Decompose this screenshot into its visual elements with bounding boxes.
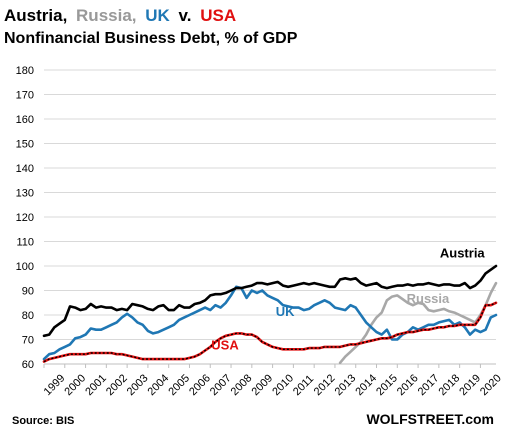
series-line-usa-dotted xyxy=(43,302,497,363)
series-lines xyxy=(42,264,498,365)
x-tick-label: 2008 xyxy=(229,372,255,398)
series-label-russia: Russia xyxy=(407,291,450,306)
y-tick-label: 60 xyxy=(22,359,34,371)
y-tick-label: 180 xyxy=(16,65,34,77)
gridlines xyxy=(44,69,496,365)
title-austria: Austria, xyxy=(4,6,67,25)
brand-label: WOLFSTREET.com xyxy=(366,411,494,427)
title-vs: v. xyxy=(179,6,192,25)
x-tick-label: 2004 xyxy=(146,372,172,398)
y-tick-label: 140 xyxy=(16,163,34,175)
x-tick-label: 2003 xyxy=(125,372,151,398)
x-tick-label: 1999 xyxy=(42,372,68,398)
series-label-austria: Austria xyxy=(440,245,486,260)
source-note: Source: BIS xyxy=(12,415,74,427)
title-usa: USA xyxy=(200,6,236,25)
y-tick-label: 130 xyxy=(16,188,34,200)
series-label-uk: UK xyxy=(276,304,295,319)
x-tick-label: 2009 xyxy=(249,372,275,398)
chart-title: Austria, Russia, UK v. USA xyxy=(4,6,236,25)
x-tick-label: 2007 xyxy=(208,372,234,398)
y-tick-label: 150 xyxy=(16,139,34,151)
title-russia: Russia, xyxy=(76,6,136,25)
y-tick-label: 90 xyxy=(22,286,34,298)
x-axis: 1999200020012002200320042005200620072008… xyxy=(42,363,504,398)
chart-subtitle: Nonfinancial Business Debt, % of GDP xyxy=(4,30,298,47)
series-line-russia xyxy=(338,281,498,365)
x-tick-label: 2019 xyxy=(457,372,483,398)
x-tick-label: 2011 xyxy=(291,373,316,398)
series-label-usa: USA xyxy=(211,337,239,352)
x-tick-label: 2015 xyxy=(374,372,400,398)
x-tick-label: 2018 xyxy=(436,372,462,398)
x-tick-label: 2002 xyxy=(104,372,130,398)
y-tick-label: 160 xyxy=(16,114,34,126)
x-tick-label: 2014 xyxy=(353,372,379,398)
x-tick-label: 2005 xyxy=(166,372,192,398)
y-axis: 60 70 80 90 100 110 120 130 140 150 160 170 180 xyxy=(16,65,34,371)
x-tick-label: 2006 xyxy=(187,372,213,398)
series-line-austria xyxy=(42,264,498,338)
series-line-uk xyxy=(42,285,498,361)
x-tick-label: 2016 xyxy=(395,372,421,398)
y-tick-label: 100 xyxy=(16,261,34,273)
series-labels: Austria Russia UK USA xyxy=(211,245,485,352)
x-tick-label: 2010 xyxy=(270,372,296,398)
y-tick-label: 110 xyxy=(16,237,34,249)
title-uk: UK xyxy=(145,6,170,25)
x-tick-label: 2013 xyxy=(333,372,359,398)
y-tick-label: 70 xyxy=(22,335,34,347)
x-tick-label: 2001 xyxy=(83,372,109,398)
x-tick-label: 2000 xyxy=(62,372,88,398)
y-tick-label: 120 xyxy=(16,212,34,224)
x-tick-label: 2020 xyxy=(478,372,504,398)
x-tick-label: 2012 xyxy=(312,372,338,398)
x-tick-label: 2017 xyxy=(416,372,442,398)
y-tick-label: 80 xyxy=(22,310,34,322)
y-tick-label: 170 xyxy=(16,90,34,102)
